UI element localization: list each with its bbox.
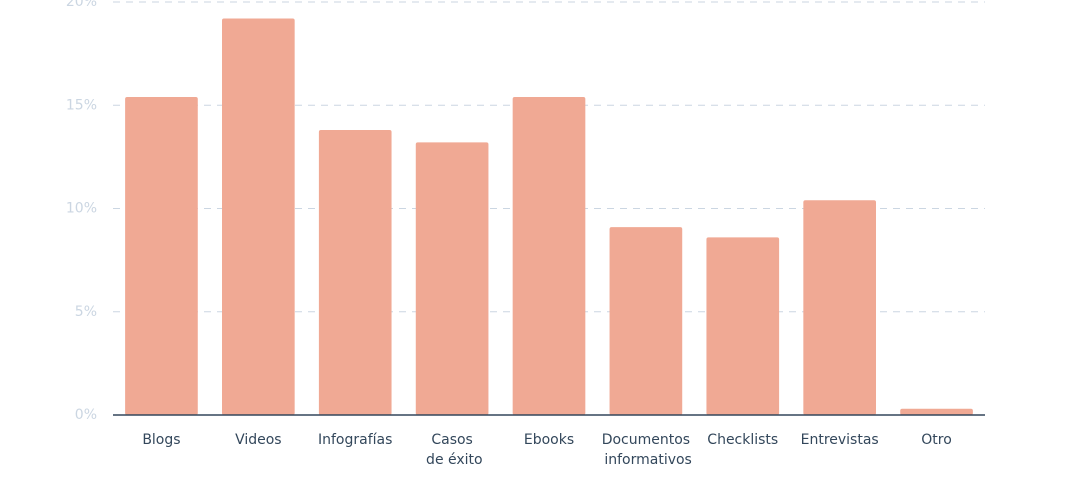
x-tick-label: Entrevistas [801, 432, 879, 448]
x-tick-label: Checklists [707, 432, 778, 448]
x-tick-label-line: Infografías [318, 432, 392, 448]
x-tick-label-line: Casos [431, 432, 473, 448]
bar [512, 96, 586, 416]
x-tick-label-line: informativos [600, 452, 692, 468]
y-tick-label: 10% [66, 201, 97, 217]
x-tick-label: Videos [235, 432, 282, 448]
x-tick-label: Casos de éxito [422, 432, 483, 468]
y-tick-label: 20% [66, 0, 97, 10]
bar [803, 200, 876, 415]
x-tick-label-line: Ebooks [524, 432, 574, 448]
bar [318, 130, 392, 415]
x-tick-label-line: Otro [921, 432, 952, 448]
x-tick-label-line: Entrevistas [801, 432, 879, 448]
y-tick-label: 15% [66, 97, 97, 113]
bar [415, 142, 489, 416]
bar [222, 18, 295, 416]
x-tick-label: Infografías [318, 432, 392, 448]
x-tick-label: Documentos informativos [600, 432, 692, 468]
y-tick-label: 0% [75, 407, 97, 423]
bar [609, 227, 683, 415]
x-tick-label: Ebooks [524, 432, 574, 448]
x-tick-label: Blogs [142, 432, 180, 448]
y-tick-label: 5% [75, 304, 97, 320]
bar [900, 408, 973, 415]
x-tick-label: Otro [921, 432, 952, 448]
x-tick-label-line: Videos [235, 432, 282, 448]
x-tick-label-line: Checklists [707, 432, 778, 448]
bar [706, 237, 780, 415]
x-tick-label-line: Documentos [602, 432, 690, 448]
x-tick-label-line: Blogs [142, 432, 180, 448]
x-tick-label-line: de éxito [422, 452, 483, 468]
bar [125, 96, 198, 416]
